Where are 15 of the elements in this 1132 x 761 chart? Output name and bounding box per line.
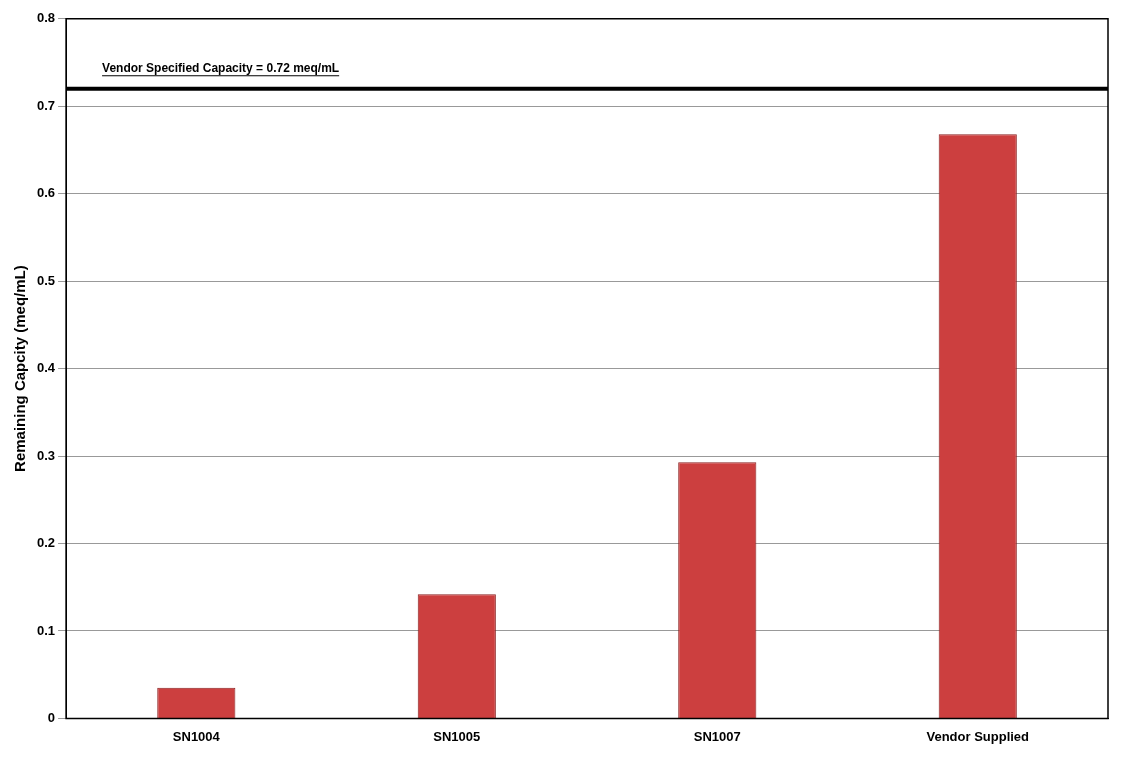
y-tick-label: 0.1 (36, 622, 56, 638)
y-tick-label: 0.7 (36, 97, 56, 113)
ref-line-label: Vendor Specified Capacity = 0.72 meq/mL (102, 61, 340, 76)
y-tick-label: 0.5 (36, 272, 56, 288)
y-tick-label: 0.3 (36, 447, 56, 463)
x-tick-label: Vendor Supplied (926, 728, 1030, 744)
x-tick-label: SN1004 (172, 728, 221, 744)
x-tick-label: SN1005 (433, 728, 481, 744)
y-tick-label: 0 (47, 709, 56, 725)
y-axis-title: Remaining Capcity (meq/mL) (11, 265, 29, 472)
y-tick-label: 0.8 (36, 10, 56, 26)
x-tick-label: SN1007 (693, 728, 741, 744)
y-tick-label: 0.6 (36, 185, 56, 201)
y-tick-label: 0.2 (36, 535, 56, 551)
y-tick-label: 0.4 (36, 360, 56, 376)
